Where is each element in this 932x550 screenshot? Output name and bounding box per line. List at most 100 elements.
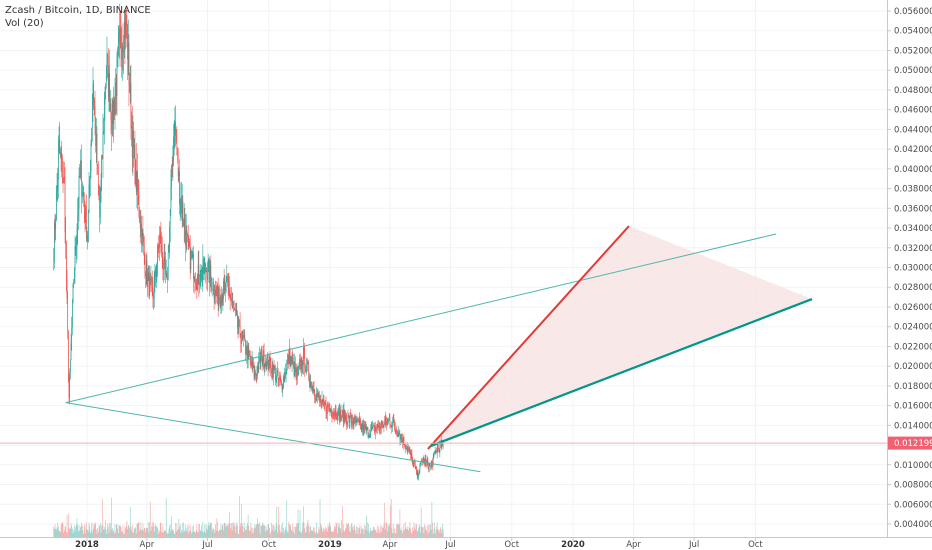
volume-bar	[267, 530, 268, 537]
candle-body	[200, 269, 202, 283]
candle-body	[75, 246, 77, 250]
volume-bar	[384, 528, 386, 537]
volume-legend[interactable]: Vol (20)	[5, 18, 44, 29]
candles	[53, 3, 444, 481]
volume-bar	[200, 530, 202, 537]
volume-bar	[375, 530, 377, 537]
y-axis[interactable]: 0.0040000.0060000.0080000.0100000.012000…	[887, 7, 932, 530]
candle-body	[141, 229, 143, 245]
candle-body	[261, 349, 262, 355]
volume-bar	[370, 528, 371, 537]
volume-bar	[77, 525, 79, 537]
volume-bar	[183, 522, 184, 537]
candle-body	[198, 264, 200, 284]
candle-body	[231, 301, 233, 303]
volume-bar	[218, 531, 220, 537]
volume-bar	[313, 527, 314, 537]
volume-bar	[111, 527, 113, 537]
candle-body	[366, 427, 368, 428]
x-tick-label: Apr	[626, 540, 641, 550]
candle-body	[268, 368, 270, 370]
volume-bar	[117, 528, 118, 537]
volume-bar	[216, 518, 218, 537]
channel-lower-line	[65, 402, 481, 473]
volume-bar	[269, 527, 270, 537]
candle-body	[313, 388, 315, 395]
volume-bar	[225, 524, 227, 537]
candle-body	[55, 219, 57, 230]
candle-body	[91, 128, 93, 143]
volume-bar	[115, 532, 116, 537]
volume-bar	[418, 524, 420, 537]
volume-bar	[249, 530, 250, 537]
volume-bar	[311, 530, 313, 537]
volume-bar	[295, 526, 296, 537]
volume-bar	[319, 499, 321, 537]
volume-bar	[201, 525, 202, 537]
candle-body	[102, 131, 104, 159]
candle-body	[320, 398, 322, 405]
volume-bar	[168, 529, 170, 537]
volume-bar	[166, 532, 168, 537]
volume-bar	[133, 532, 134, 537]
candle-body	[267, 355, 269, 369]
candle-body	[83, 199, 85, 210]
volume-bar	[240, 523, 242, 537]
volume-bar	[317, 533, 319, 537]
symbol-legend[interactable]: Zcash / Bitcoin, 1D, BINANCE	[5, 5, 151, 16]
volume-bar	[83, 524, 85, 537]
candle-body	[186, 229, 188, 234]
x-tick-label: Oct	[261, 540, 276, 550]
volume-bar	[103, 529, 104, 537]
volume-bar	[263, 524, 264, 537]
candle-body	[344, 415, 346, 421]
candle-body	[355, 420, 357, 424]
volume-bar	[205, 524, 207, 537]
candle-body	[241, 331, 243, 341]
candle-body	[189, 241, 191, 270]
candle-body	[172, 161, 174, 166]
candle-body	[258, 357, 260, 371]
volume-bar	[382, 527, 383, 537]
candle-body	[345, 415, 347, 419]
candle-body	[393, 420, 395, 425]
volume-bar	[247, 514, 249, 537]
candle-body	[381, 421, 383, 424]
candle-body	[233, 301, 234, 307]
x-axis[interactable]: 2018 Apr Jul Oct 2019 Apr Jul Oct 2020 Apr Jul Oct	[75, 537, 763, 550]
candle-body	[197, 274, 198, 290]
volume-bar	[253, 528, 255, 537]
candle-body	[158, 248, 160, 249]
volume-bar	[316, 522, 318, 537]
current-price-label: 0.012199	[894, 439, 932, 449]
candle-body	[357, 419, 359, 421]
volume-bar	[189, 531, 190, 537]
volume-bar	[380, 525, 381, 537]
volume-bar	[364, 526, 366, 537]
volume-bar	[338, 526, 340, 537]
trend-drawings	[65, 225, 813, 473]
candle-body	[142, 229, 144, 238]
volume-bar	[342, 505, 343, 537]
volume-bar	[442, 529, 444, 537]
volume-bar	[339, 528, 341, 537]
candle-body	[201, 269, 202, 280]
candle-body	[334, 413, 336, 416]
candle-body	[115, 82, 116, 96]
candle-body	[424, 458, 425, 465]
candle-body	[77, 214, 79, 230]
candle-body	[376, 429, 377, 430]
volume-bar	[406, 528, 408, 537]
candle-body	[286, 364, 288, 374]
volume-bar	[270, 532, 272, 537]
volume-bar	[104, 529, 106, 537]
candle-body	[112, 99, 114, 125]
volume-bar	[336, 523, 338, 537]
candle-body	[274, 368, 276, 370]
candle-body	[257, 366, 258, 376]
candle-body	[309, 381, 311, 387]
volume-bar	[54, 528, 55, 537]
volume-bar	[241, 504, 242, 537]
candle-body	[313, 388, 314, 391]
